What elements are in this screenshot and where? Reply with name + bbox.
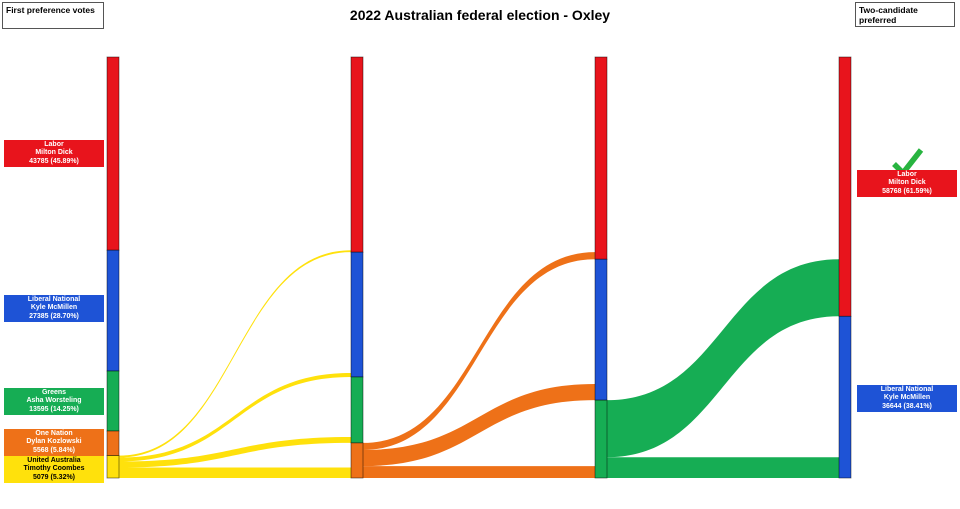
sankey-node-stage2-labor xyxy=(350,56,364,253)
candidate-name: Kyle McMillen xyxy=(883,394,931,402)
vote-result: 13595 (14.25%) xyxy=(29,405,79,413)
party-name: Liberal National xyxy=(880,385,934,393)
vote-result: 43785 (45.89%) xyxy=(29,157,79,165)
party-name: Liberal National xyxy=(27,295,81,303)
label-united-australia-first-pref: United Australia Timothy Coombes 5079 (5… xyxy=(4,456,104,483)
candidate-name: Milton Dick xyxy=(888,179,926,187)
sankey-node-stage2-greens xyxy=(350,376,364,444)
sankey-node-stage2-one_nation xyxy=(350,442,364,479)
sankey-node-stage1-united_australia xyxy=(106,455,120,479)
vote-result: 5079 (5.32%) xyxy=(32,473,76,481)
legend-two-candidate-preferred: Two-candidate preferred xyxy=(855,2,955,27)
sankey-link-united_australia-to-greens xyxy=(119,436,351,468)
label-labor-two-cp: Labor Milton Dick 58768 (61.59%) xyxy=(857,170,957,197)
sankey-node-stage1-one_nation xyxy=(106,430,120,456)
party-name: One Nation xyxy=(35,429,73,437)
sankey-link-united_australia-to-labor xyxy=(119,250,351,458)
party-name: Labor xyxy=(44,140,64,148)
sankey-node-stage4-liberal_national xyxy=(838,315,852,479)
label-labor-first-pref: Labor Milton Dick 43785 (45.89%) xyxy=(4,140,104,167)
sankey-node-stage3-liberal_national xyxy=(594,258,608,401)
sankey-node-stage2-liberal_national xyxy=(350,251,364,378)
label-one-nation-first-pref: One Nation Dylan Kozlowski 5568 (5.84%) xyxy=(4,429,104,456)
sankey-node-stage4-labor xyxy=(838,56,852,317)
legend-first-preference: First preference votes xyxy=(2,2,104,29)
sankey-node-stage1-greens xyxy=(106,370,120,432)
sankey-link-one_nation-to-liberal_national xyxy=(363,384,595,467)
label-liberal-national-two-cp: Liberal National Kyle McMillen 36644 (38… xyxy=(857,385,957,412)
party-name: United Australia xyxy=(27,456,81,464)
page-title: 2022 Australian federal election - Oxley xyxy=(349,7,611,23)
candidate-name: Kyle McMillen xyxy=(30,304,78,312)
vote-result: 36644 (38.41%) xyxy=(882,402,932,410)
sankey-link-greens-to-labor xyxy=(607,259,839,458)
sankey-node-stage1-labor xyxy=(106,56,120,251)
candidate-name: Asha Worsteling xyxy=(26,397,82,405)
candidate-name: Dylan Kozlowski xyxy=(26,438,82,446)
sankey-link-greens-to-liberal_national xyxy=(607,457,839,478)
candidate-name: Milton Dick xyxy=(35,149,73,157)
candidate-name: Timothy Coombes xyxy=(23,465,85,473)
sankey-link-one_nation-to-greens xyxy=(363,466,595,478)
vote-result: 58768 (61.59%) xyxy=(882,187,932,195)
party-name: Greens xyxy=(41,388,67,396)
sankey-link-united_australia-to-one_nation xyxy=(119,467,351,478)
party-name: Labor xyxy=(897,170,917,178)
label-liberal-national-first-pref: Liberal National Kyle McMillen 27385 (28… xyxy=(4,295,104,322)
sankey-node-stage3-labor xyxy=(594,56,608,260)
sankey-link-one_nation-to-labor xyxy=(363,252,595,450)
vote-result: 5568 (5.84%) xyxy=(32,446,76,454)
label-greens-first-pref: Greens Asha Worsteling 13595 (14.25%) xyxy=(4,388,104,415)
sankey-node-stage1-liberal_national xyxy=(106,249,120,372)
sankey-link-united_australia-to-liberal_national xyxy=(119,373,351,462)
vote-result: 27385 (28.70%) xyxy=(29,312,79,320)
sankey-node-stage3-greens xyxy=(594,399,608,479)
